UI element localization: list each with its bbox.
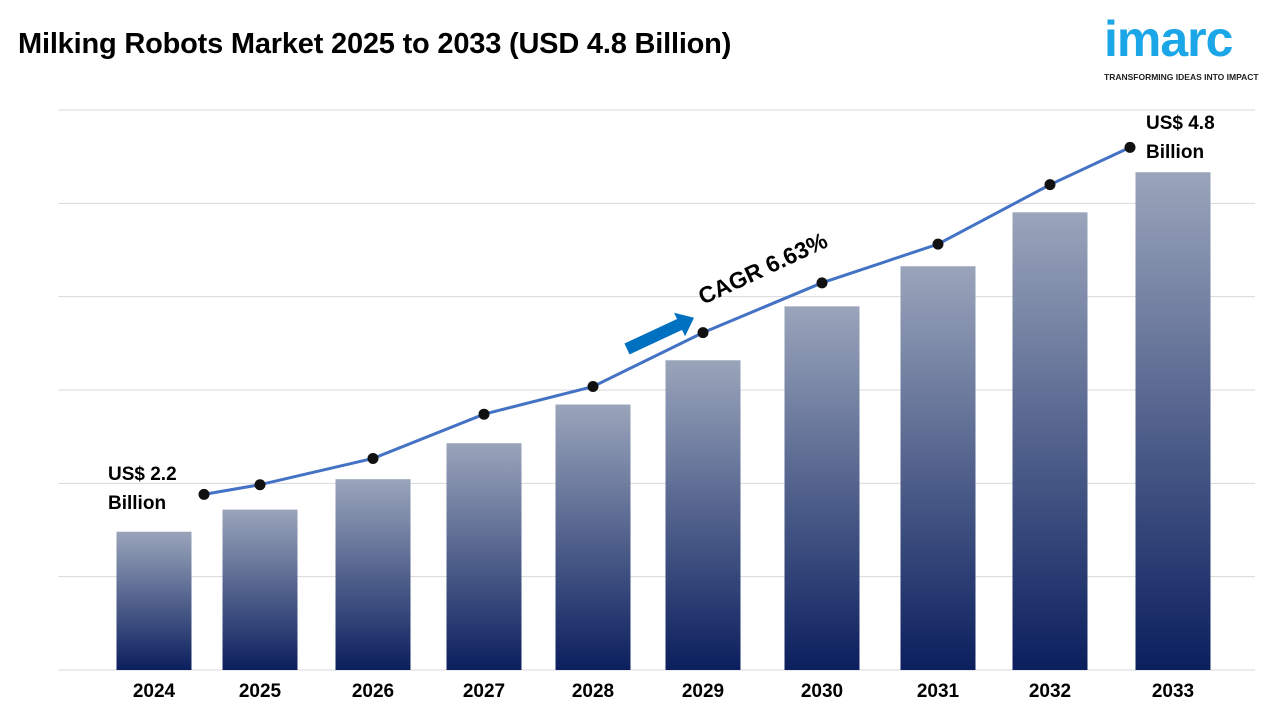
- trend-point-2025: [254, 479, 266, 491]
- start-unit-label: Billion: [108, 493, 166, 514]
- trend-point-2032: [1044, 179, 1056, 191]
- chart-title: Milking Robots Market 2025 to 2033 (USD …: [18, 28, 732, 60]
- bar-2033: [1135, 172, 1211, 670]
- trend-point-2027: [478, 408, 490, 420]
- x-tick-label: 2026: [352, 681, 394, 702]
- trend-point-2026: [367, 452, 379, 464]
- bar-2024: [116, 531, 192, 670]
- start-value-label: US$ 2.2: [108, 464, 177, 485]
- x-tick-label: 2033: [1152, 681, 1194, 702]
- bar-2026: [335, 479, 411, 670]
- x-tick-label: 2031: [917, 681, 960, 702]
- bar-2029: [665, 360, 741, 670]
- bar-2031: [900, 266, 976, 670]
- trend-point-2028: [587, 381, 599, 393]
- trend-point-2031: [932, 238, 944, 250]
- bar-2028: [555, 404, 631, 670]
- x-tick-label: 2024: [133, 681, 176, 702]
- trend-point-2033: [1124, 141, 1136, 153]
- bar-2025: [222, 509, 298, 670]
- x-tick-label: 2032: [1029, 681, 1071, 702]
- growth-arrow-icon: [624, 312, 695, 355]
- trend-point-2030: [816, 277, 828, 289]
- bar-2030: [784, 306, 860, 670]
- trend-point-2024: [198, 488, 210, 500]
- x-tick-label: 2028: [572, 681, 614, 702]
- x-tick-label: 2029: [682, 681, 724, 702]
- x-tick-label: 2030: [801, 681, 843, 702]
- trend-point-2029: [697, 327, 709, 339]
- trend-line: [203, 145, 1131, 496]
- x-tick-label: 2025: [239, 681, 282, 702]
- bar-2027: [446, 443, 522, 670]
- end-value-label: US$ 4.8: [1146, 113, 1215, 134]
- x-tick-label: 2027: [463, 681, 505, 702]
- logo-tagline: TRANSFORMING IDEAS INTO IMPACT: [1104, 72, 1259, 82]
- end-unit-label: Billion: [1146, 142, 1204, 163]
- bar-2032: [1012, 212, 1088, 670]
- logo-wordmark: imarc: [1104, 11, 1233, 67]
- imarc-logo: imarc TRANSFORMING IDEAS INTO IMPACT: [1100, 12, 1270, 90]
